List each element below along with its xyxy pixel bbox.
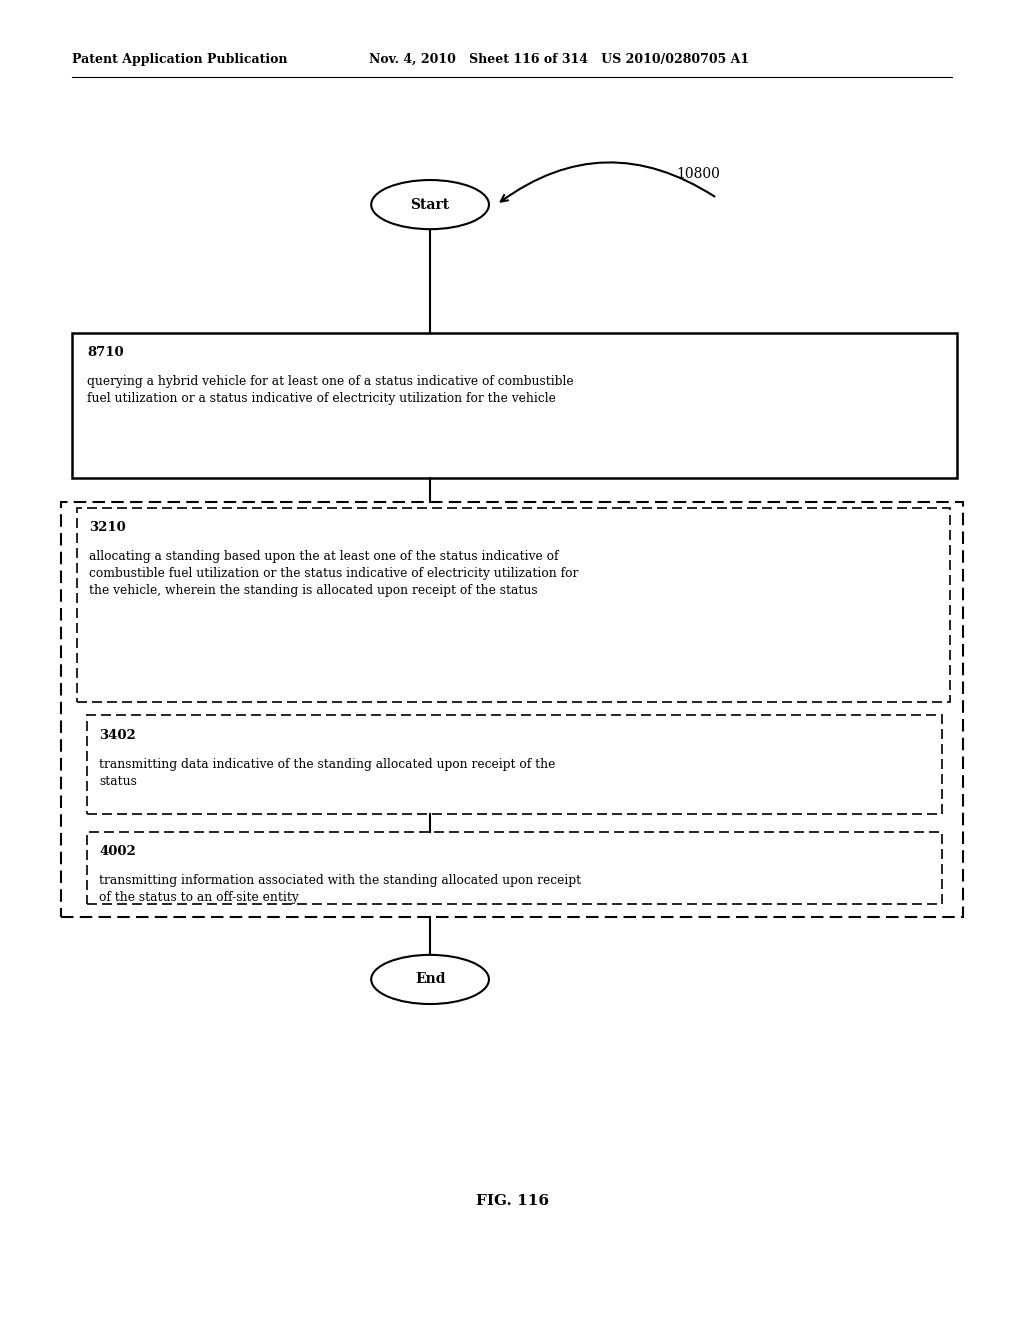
Text: Nov. 4, 2010   Sheet 116 of 314   US 2010/0280705 A1: Nov. 4, 2010 Sheet 116 of 314 US 2010/02… bbox=[369, 53, 749, 66]
Text: 10800: 10800 bbox=[676, 168, 720, 181]
Text: allocating a standing based upon the at least one of the status indicative of
co: allocating a standing based upon the at … bbox=[89, 550, 579, 598]
Bar bbox=[72, 333, 957, 478]
Text: End: End bbox=[415, 973, 445, 986]
Text: 3402: 3402 bbox=[99, 729, 136, 742]
Text: transmitting information associated with the standing allocated upon receipt
of : transmitting information associated with… bbox=[99, 874, 582, 904]
Text: 4002: 4002 bbox=[99, 845, 136, 858]
Text: Patent Application Publication: Patent Application Publication bbox=[72, 53, 287, 66]
Ellipse shape bbox=[371, 180, 489, 230]
Text: 3210: 3210 bbox=[89, 521, 126, 535]
FancyArrowPatch shape bbox=[501, 162, 715, 202]
Text: transmitting data indicative of the standing allocated upon receipt of the
statu: transmitting data indicative of the stan… bbox=[99, 758, 556, 788]
Text: 8710: 8710 bbox=[87, 346, 124, 359]
Ellipse shape bbox=[371, 954, 489, 1005]
Text: Start: Start bbox=[411, 198, 450, 211]
Bar bbox=[61, 502, 963, 917]
Bar bbox=[77, 508, 950, 702]
Text: FIG. 116: FIG. 116 bbox=[475, 1195, 549, 1208]
Text: querying a hybrid vehicle for at least one of a status indicative of combustible: querying a hybrid vehicle for at least o… bbox=[87, 375, 573, 405]
Bar bbox=[87, 715, 942, 814]
Bar bbox=[87, 832, 942, 904]
